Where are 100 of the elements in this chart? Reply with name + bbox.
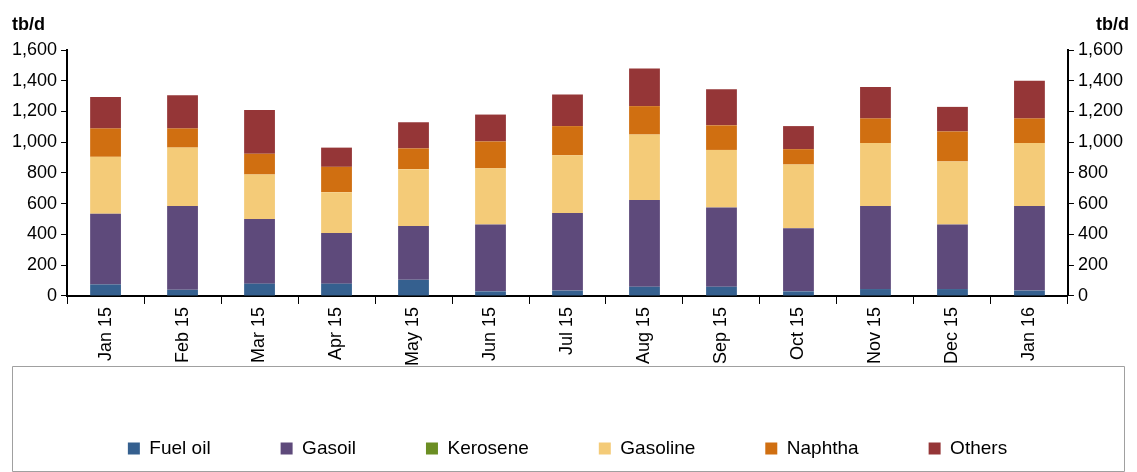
- bar: [244, 174, 275, 220]
- bar: [475, 168, 506, 225]
- y2-tick-label: 1,000: [1077, 131, 1123, 152]
- legend-label: Naphtha: [786, 436, 860, 458]
- bar: [629, 106, 660, 135]
- bar: [552, 212, 583, 291]
- bar: [552, 94, 583, 127]
- y-tick-label: 1,400: [12, 69, 58, 90]
- y2-tick-label: 1,400: [1077, 69, 1123, 90]
- bar: [475, 114, 506, 142]
- x-tick-label: Nov 15: [864, 306, 885, 365]
- x-tick-label: Feb 15: [171, 306, 192, 364]
- x-tick-label: Aug 15: [633, 306, 654, 365]
- x-tick-label: Dec 15: [941, 306, 962, 365]
- bar: [167, 147, 198, 207]
- bar: [783, 164, 814, 229]
- bar: [244, 109, 275, 154]
- y-tick-label: 600: [27, 192, 58, 213]
- bar: [321, 166, 352, 193]
- bar: [1014, 80, 1045, 119]
- bar: [475, 141, 506, 169]
- x-tick-label: Jan 15: [94, 306, 115, 362]
- y-tick-label: 800: [27, 161, 58, 182]
- x-tick-label: May 15: [402, 306, 423, 366]
- bar: [321, 192, 352, 233]
- y2-tick-label: 0: [1077, 284, 1088, 305]
- bar: [321, 147, 352, 167]
- bar: [475, 224, 506, 292]
- bar: [244, 153, 275, 175]
- y-axis-title: tb/d: [12, 14, 45, 35]
- bar: [783, 149, 814, 165]
- bar: [1014, 118, 1045, 144]
- y2-tick-label: 200: [1077, 254, 1108, 275]
- bar: [475, 291, 506, 296]
- y-tick-label: 1,600: [12, 38, 58, 59]
- y2-axis-title: tb/d: [1096, 14, 1129, 35]
- bar: [706, 125, 737, 150]
- legend-label: Others: [950, 436, 1008, 458]
- y2-tick-label: 1,600: [1077, 38, 1123, 59]
- x-tick-label: Mar 15: [248, 306, 269, 363]
- bar: [167, 206, 198, 290]
- bar: [1014, 143, 1045, 207]
- x-tick-label: Oct 15: [787, 306, 808, 360]
- legend-label: Gasoline: [620, 436, 696, 458]
- bar: [860, 289, 891, 296]
- bar: [937, 289, 968, 296]
- bar: [1014, 206, 1045, 291]
- bar: [552, 126, 583, 156]
- bar: [783, 291, 814, 296]
- y2-tick-label: 600: [1077, 192, 1108, 213]
- y-tick-label: 0: [47, 284, 58, 305]
- bar: [167, 128, 198, 148]
- bar: [629, 199, 660, 287]
- legend-label: Gasoil: [302, 436, 356, 458]
- bar: [629, 134, 660, 200]
- legend-label: Kerosene: [447, 436, 529, 458]
- bar: [937, 161, 968, 225]
- bar: [860, 118, 891, 144]
- bar: [398, 226, 429, 280]
- bar: [706, 89, 737, 126]
- bar: [937, 224, 968, 290]
- bar: [783, 126, 814, 150]
- bar: [244, 219, 275, 284]
- bar: [860, 206, 891, 290]
- y-tick-label: 200: [27, 254, 58, 275]
- bar: [629, 68, 660, 107]
- x-tick-label: Jan 16: [1018, 306, 1039, 362]
- bar: [937, 131, 968, 162]
- bar: [90, 156, 121, 214]
- y2-tick-label: 400: [1077, 223, 1108, 244]
- legend-label: Fuel oil: [149, 436, 211, 458]
- x-tick-label: Jul 15: [556, 306, 577, 356]
- bar: [629, 286, 660, 296]
- bar: [398, 122, 429, 149]
- y-tick-label: 1,000: [12, 131, 58, 152]
- bar: [321, 232, 352, 284]
- bar: [90, 128, 121, 157]
- bar: [321, 283, 352, 296]
- bar: [398, 169, 429, 227]
- bar: [398, 148, 429, 170]
- bar: [860, 143, 891, 207]
- bar: [860, 86, 891, 119]
- bar: [398, 279, 429, 296]
- bar: [90, 284, 121, 296]
- x-tick-label: Jun 15: [479, 306, 500, 362]
- bar: [706, 286, 737, 296]
- bar: [167, 95, 198, 129]
- bar: [706, 207, 737, 287]
- y-tick-label: 400: [27, 223, 58, 244]
- y2-tick-label: 800: [1077, 161, 1108, 182]
- bar: [706, 149, 737, 208]
- x-tick-label: Sep 15: [710, 306, 731, 365]
- bar: [937, 106, 968, 132]
- bar: [244, 283, 275, 296]
- bar: [552, 155, 583, 213]
- y2-tick-label: 1,200: [1077, 100, 1123, 121]
- bar: [783, 228, 814, 292]
- bar: [90, 96, 121, 129]
- x-tick-label: Apr 15: [325, 306, 346, 361]
- y-tick-label: 1,200: [12, 100, 58, 121]
